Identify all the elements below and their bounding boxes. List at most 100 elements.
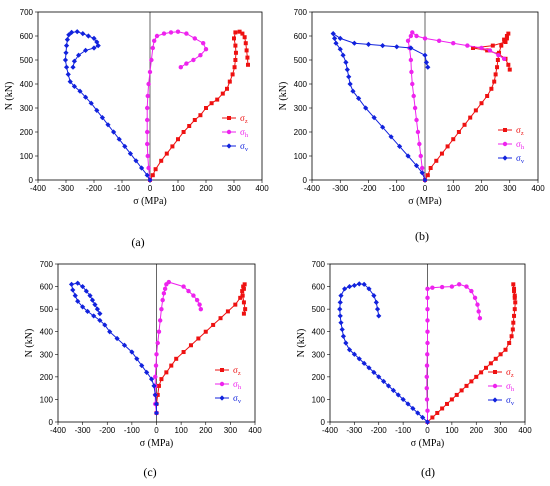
- data-point: [493, 72, 498, 77]
- data-point: [233, 43, 238, 48]
- panel-caption: (d): [421, 465, 435, 479]
- data-point: [361, 281, 367, 287]
- data-point: [159, 158, 164, 163]
- data-point: [145, 105, 150, 111]
- data-point: [371, 115, 377, 121]
- data-point: [423, 59, 430, 65]
- chart-panel-4: -400 -300 -200 -100 0 100 200 300 400 0 100 200 300 4…: [296, 260, 532, 479]
- x-tick-label: 400: [255, 184, 269, 193]
- data-point: [425, 318, 430, 323]
- data-point: [464, 284, 469, 289]
- legend-marker: [492, 397, 498, 403]
- y-tick-label: 200: [20, 128, 34, 137]
- data-point: [347, 81, 353, 87]
- data-point: [400, 396, 406, 403]
- series-σh: [424, 282, 483, 425]
- y-tick-label: 300: [312, 350, 326, 359]
- data-point: [121, 342, 128, 348]
- data-point: [75, 280, 81, 286]
- data-point: [512, 295, 517, 300]
- y-tick-label: 600: [20, 32, 34, 41]
- data-point: [408, 33, 414, 39]
- data-point: [502, 37, 507, 42]
- data-point: [153, 167, 158, 172]
- data-point: [87, 293, 93, 299]
- data-point: [337, 299, 343, 305]
- data-point: [194, 297, 200, 303]
- data-point: [330, 31, 336, 37]
- data-point: [162, 286, 168, 292]
- data-point: [425, 286, 430, 292]
- data-point: [425, 295, 430, 301]
- data-point: [468, 115, 473, 120]
- data-point: [63, 50, 69, 56]
- data-point: [215, 97, 220, 102]
- data-point: [419, 170, 425, 176]
- y-tick-label: 700: [312, 260, 326, 269]
- series-σv: [330, 31, 431, 183]
- data-point: [170, 144, 175, 149]
- data-point: [225, 309, 230, 314]
- data-point: [240, 293, 245, 298]
- data-point: [363, 105, 369, 111]
- data-point: [512, 313, 517, 318]
- data-point: [156, 383, 161, 388]
- data-point: [503, 347, 508, 352]
- data-point: [148, 376, 155, 382]
- data-point: [338, 320, 344, 326]
- data-point: [475, 302, 480, 307]
- data-point: [192, 36, 197, 41]
- data-point: [417, 141, 422, 147]
- x-tick-label: 300: [224, 426, 238, 435]
- data-point: [76, 52, 82, 58]
- data-point: [434, 158, 439, 163]
- data-point: [71, 58, 77, 64]
- series-line: [339, 283, 428, 423]
- data-point: [150, 45, 155, 51]
- data-point: [188, 343, 193, 348]
- data-point: [233, 302, 238, 307]
- data-point: [333, 40, 339, 46]
- data-point: [153, 401, 160, 407]
- data-point: [346, 74, 352, 80]
- data-point: [64, 37, 70, 43]
- legend-label: σh: [233, 379, 242, 391]
- data-point: [512, 307, 517, 312]
- data-point: [80, 283, 86, 290]
- y-tick-label: 100: [294, 152, 308, 161]
- legend-entry: σz: [222, 113, 248, 125]
- data-point: [129, 349, 135, 355]
- data-point: [484, 365, 488, 370]
- legend-label: σz: [240, 113, 248, 125]
- data-point: [232, 65, 237, 70]
- chart-panel-3: -400 -300 -200 -100 0 100 200 300 400 0 100 200 300 4…: [24, 260, 262, 479]
- data-point: [356, 356, 362, 362]
- legend-marker: [492, 383, 498, 389]
- chart-panel-1: -400 -300 -200 -100 0 100 200 300 400 0 100 200 300 4…: [4, 8, 269, 249]
- legend-marker: [502, 155, 508, 161]
- data-point: [356, 95, 362, 101]
- data-point: [146, 165, 151, 171]
- data-point: [241, 300, 246, 305]
- data-point: [168, 30, 174, 35]
- data-point: [498, 352, 503, 357]
- y-tick-label: 300: [40, 350, 54, 359]
- data-point: [346, 283, 353, 290]
- data-point: [366, 286, 372, 292]
- data-point: [512, 293, 517, 298]
- data-point: [346, 347, 353, 353]
- data-point: [85, 33, 91, 39]
- legend-entry: σv: [215, 393, 242, 405]
- data-point: [365, 41, 372, 47]
- legend-entry: σh: [215, 379, 242, 391]
- data-point: [166, 279, 172, 285]
- data-point: [425, 306, 430, 312]
- data-point: [380, 124, 386, 130]
- x-tick-label: -400: [30, 184, 47, 193]
- data-point: [153, 374, 158, 380]
- data-point: [178, 65, 183, 70]
- y-tick-label: 600: [40, 283, 54, 292]
- data-point: [181, 284, 186, 289]
- data-point: [440, 406, 445, 411]
- data-point: [225, 86, 229, 91]
